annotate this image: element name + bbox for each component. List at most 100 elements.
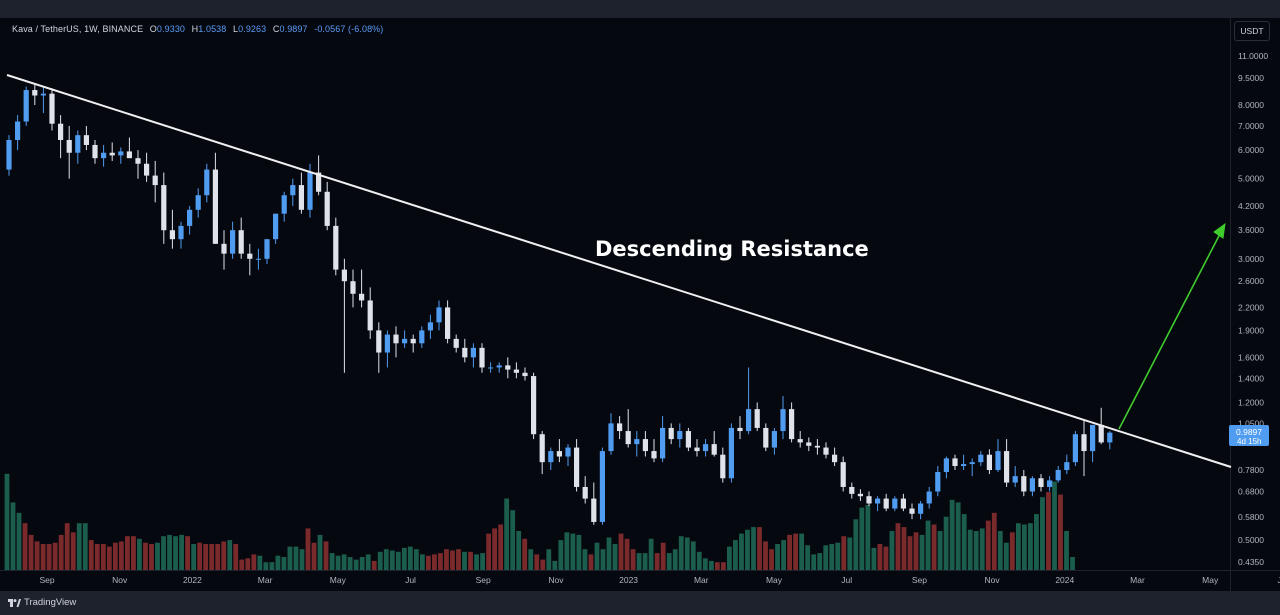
candle-body xyxy=(840,462,846,487)
candle-body xyxy=(1029,478,1035,492)
volume-bar xyxy=(359,557,365,570)
volume-bar xyxy=(450,550,455,570)
candle-body xyxy=(40,93,46,96)
price-tick-label: 7.0000 xyxy=(1238,121,1264,131)
time-tick-label: Jul xyxy=(405,575,416,585)
volume-bar xyxy=(419,554,425,570)
candle-body xyxy=(900,498,906,509)
price-tick-label: 1.0500 xyxy=(1238,418,1264,428)
volume-bar xyxy=(925,520,931,570)
volume-bar xyxy=(143,542,148,570)
volume-bar xyxy=(462,551,467,570)
volume-bar xyxy=(751,527,756,570)
candle-body xyxy=(32,90,38,96)
candle-body xyxy=(771,431,777,448)
candle-body xyxy=(926,491,932,504)
tradingview-brand[interactable]: TradingView xyxy=(8,597,76,608)
volume-bar xyxy=(865,505,871,570)
candle-body xyxy=(599,451,605,522)
time-tick-label: May xyxy=(330,575,347,585)
high-value: 1.0538 xyxy=(198,24,227,34)
volume-bar xyxy=(155,542,160,570)
candle-body xyxy=(144,163,150,176)
volume-bar xyxy=(149,544,154,570)
candle-body xyxy=(221,243,227,254)
candle-body xyxy=(58,123,64,140)
volume-bar xyxy=(528,549,534,570)
currency-button[interactable]: USDT xyxy=(1234,21,1270,41)
volume-bar xyxy=(263,562,269,570)
volume-bar xyxy=(82,523,88,570)
candle-body xyxy=(763,427,769,448)
volume-bar xyxy=(438,553,443,570)
candle-body xyxy=(83,135,89,145)
volume-bar xyxy=(847,537,853,570)
candle-body xyxy=(720,454,726,479)
candle-body xyxy=(496,365,502,368)
volume-bar xyxy=(468,551,473,570)
volume-bar xyxy=(714,562,720,570)
time-tick-label: Mar xyxy=(694,575,709,585)
candle-body xyxy=(961,464,967,467)
candle-body xyxy=(350,281,356,294)
volume-bar xyxy=(895,523,901,570)
candle-body xyxy=(1098,424,1104,443)
volume-bar xyxy=(365,554,371,570)
price-tick-label: 3.0000 xyxy=(1238,254,1264,264)
volume-bar xyxy=(1064,531,1069,570)
volume-bar xyxy=(203,544,209,570)
footer-bar xyxy=(0,592,1280,615)
volume-bar xyxy=(40,544,46,570)
volume-bar xyxy=(540,559,546,570)
candle-body xyxy=(617,423,623,432)
volume-bar xyxy=(383,549,389,570)
price-axis[interactable] xyxy=(1231,18,1280,570)
candle-body xyxy=(857,493,863,497)
symbol-title[interactable]: Kava / TetherUS, 1W, BINANCE xyxy=(12,24,144,34)
volume-bar xyxy=(456,549,461,570)
candle-body xyxy=(539,434,545,463)
candle-body xyxy=(169,230,175,240)
volume-bar xyxy=(787,534,792,570)
volume-bar xyxy=(859,507,865,570)
volume-bar xyxy=(389,550,395,570)
volume-bar xyxy=(829,544,835,570)
volume-bar xyxy=(185,536,190,570)
volume-bar xyxy=(486,533,491,570)
candle-body xyxy=(195,195,201,210)
volume-bar xyxy=(522,538,528,570)
volume-bar xyxy=(606,537,612,570)
volume-bar xyxy=(377,551,383,570)
candle-body xyxy=(118,151,124,156)
candle-body xyxy=(264,239,270,259)
time-tick-label: Jul xyxy=(1277,575,1280,585)
candle-body xyxy=(410,338,416,344)
candle-body xyxy=(470,347,476,358)
candle-body xyxy=(728,427,734,479)
time-tick-label: Sep xyxy=(912,575,927,585)
volume-bar xyxy=(781,540,786,570)
volume-bar xyxy=(763,541,768,570)
candle-body xyxy=(135,158,141,164)
volume-bars xyxy=(4,473,1075,570)
volume-bar xyxy=(28,534,34,570)
candle-body xyxy=(247,253,253,259)
volume-bar xyxy=(46,544,52,570)
volume-bar xyxy=(949,499,955,570)
candle-body xyxy=(574,447,580,487)
price-tick-label: 2.2000 xyxy=(1238,302,1264,312)
chart-svg: Descending Resistance 11.0000 9.5000 8.000… xyxy=(4,51,1280,585)
volume-bar xyxy=(137,538,142,570)
volume-bar xyxy=(251,554,257,570)
candle-body xyxy=(608,423,614,452)
candle-body xyxy=(212,169,218,244)
candle-body xyxy=(711,444,717,455)
price-tick-label: 5.0000 xyxy=(1238,174,1264,184)
candle-body xyxy=(324,191,330,226)
time-axis[interactable] xyxy=(0,571,1230,591)
volume-bar xyxy=(1034,514,1039,570)
volume-bar xyxy=(76,523,82,570)
candle-body xyxy=(918,503,924,514)
candle-body xyxy=(427,322,433,331)
candle-body xyxy=(935,472,941,492)
